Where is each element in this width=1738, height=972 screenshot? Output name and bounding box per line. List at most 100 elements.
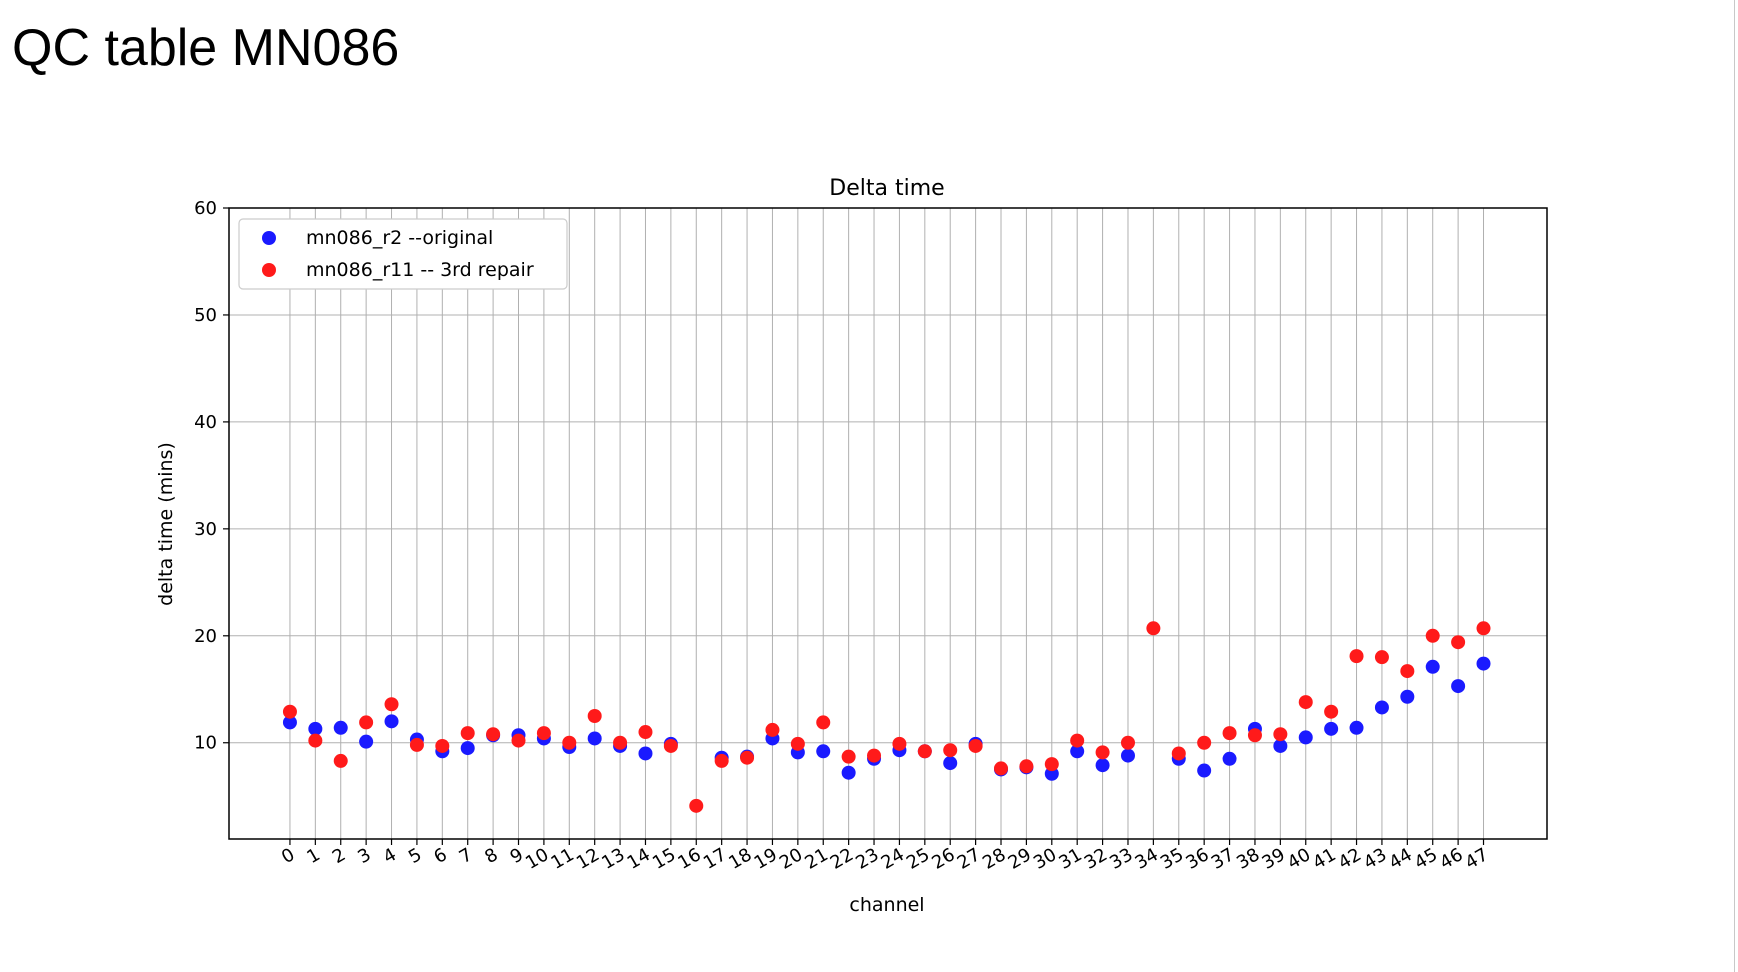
x-tick-label: 15	[649, 844, 679, 874]
x-tick-label: 43	[1360, 844, 1390, 874]
data-point	[1120, 748, 1135, 763]
data-point	[562, 735, 577, 750]
data-point	[943, 756, 958, 771]
x-tick-label: 20	[776, 844, 806, 874]
data-point	[308, 721, 323, 736]
data-point	[943, 743, 958, 758]
x-tick-label: 10	[522, 844, 552, 874]
data-point	[1044, 766, 1059, 781]
data-point	[409, 737, 424, 752]
data-point	[994, 761, 1009, 776]
data-point	[1451, 679, 1466, 694]
data-point	[765, 722, 780, 737]
data-point	[282, 704, 297, 719]
x-tick-label: 4	[380, 844, 400, 868]
legend-box	[238, 218, 568, 290]
data-point	[638, 725, 653, 740]
data-point	[1197, 763, 1212, 778]
data-point	[892, 736, 907, 751]
data-point	[841, 765, 856, 780]
x-axis-label: channel	[849, 894, 924, 916]
y-tick-label: 30	[194, 519, 217, 540]
data-point	[1324, 704, 1339, 719]
data-point	[1374, 700, 1389, 715]
data-point	[1273, 738, 1288, 753]
x-tick-label: 46	[1436, 844, 1466, 874]
slide-title: QC table MN086	[12, 19, 400, 77]
x-axis-ticks: 0 1 2 3 4 5 6 7 8 9101112131415161718192021222324…	[278, 839, 1492, 874]
data-point	[359, 715, 374, 730]
x-tick-label: 1	[303, 844, 323, 868]
data-point	[917, 744, 932, 759]
x-tick-label: 42	[1335, 844, 1365, 874]
x-tick-label: 47	[1462, 844, 1492, 874]
data-point	[816, 715, 831, 730]
series-points	[282, 621, 1491, 813]
x-tick-label: 39	[1259, 844, 1289, 874]
data-point	[867, 748, 882, 763]
series-1-points	[282, 621, 1491, 813]
y-tick-label: 10	[194, 733, 217, 754]
x-tick-label: 3	[354, 844, 374, 868]
x-tick-label: 36	[1182, 844, 1212, 874]
x-tick-label: 17	[700, 844, 730, 874]
data-point	[333, 753, 348, 768]
slide-edge-line	[1734, 0, 1735, 972]
x-tick-label: 14	[624, 844, 654, 874]
x-tick-label: 8	[481, 844, 501, 868]
data-point	[460, 741, 475, 756]
y-tick-label: 40	[194, 412, 217, 433]
data-point	[1171, 746, 1186, 761]
x-tick-label: 45	[1411, 844, 1441, 874]
data-point	[968, 738, 983, 753]
data-point	[638, 746, 653, 761]
data-point	[1349, 720, 1364, 735]
data-point	[1425, 628, 1440, 643]
x-tick-label: 23	[852, 844, 882, 874]
data-point	[1070, 733, 1085, 748]
x-tick-label: 19	[751, 844, 781, 874]
data-point	[1298, 730, 1313, 745]
data-point	[1222, 726, 1237, 741]
x-tick-label: 40	[1284, 844, 1314, 874]
data-point	[333, 720, 348, 735]
data-point	[282, 715, 297, 730]
data-point	[384, 714, 399, 729]
x-tick-label: 26	[928, 844, 958, 874]
x-tick-label: 16	[674, 844, 704, 874]
series-0-points	[282, 656, 1491, 781]
data-point	[1247, 728, 1262, 743]
data-point	[1374, 650, 1389, 665]
x-tick-label: 11	[547, 844, 577, 874]
x-tick-label: 21	[801, 844, 831, 874]
grid-lines	[229, 207, 1547, 839]
data-point	[536, 726, 551, 741]
data-point	[1298, 695, 1313, 710]
data-point	[384, 697, 399, 712]
data-point	[587, 731, 602, 746]
x-tick-label: 29	[1005, 844, 1035, 874]
data-point	[1095, 745, 1110, 760]
y-tick-label: 20	[194, 626, 217, 647]
x-tick-label: 31	[1055, 844, 1085, 874]
data-point	[1197, 735, 1212, 750]
data-point	[1476, 621, 1491, 636]
x-tick-label: 37	[1208, 844, 1238, 874]
y-axis-ticks: 10 20 30 40 50 60	[194, 198, 229, 754]
legend: mn086_r2 --original mn086_r11 -- 3rd rep…	[238, 218, 568, 290]
data-point	[1273, 727, 1288, 742]
data-point	[308, 733, 323, 748]
chart-title: Delta time	[829, 176, 944, 201]
plot-frame	[228, 207, 1548, 840]
data-point	[1146, 621, 1161, 636]
data-point	[460, 726, 475, 741]
data-point	[1070, 744, 1085, 759]
legend-marker-series-1	[262, 263, 276, 277]
x-tick-label: 7	[456, 844, 476, 868]
x-tick-label: 27	[954, 844, 984, 874]
x-tick-label: 5	[405, 844, 425, 868]
x-tick-label: 6	[430, 844, 450, 868]
x-tick-label: 18	[725, 844, 755, 874]
data-point	[663, 738, 678, 753]
